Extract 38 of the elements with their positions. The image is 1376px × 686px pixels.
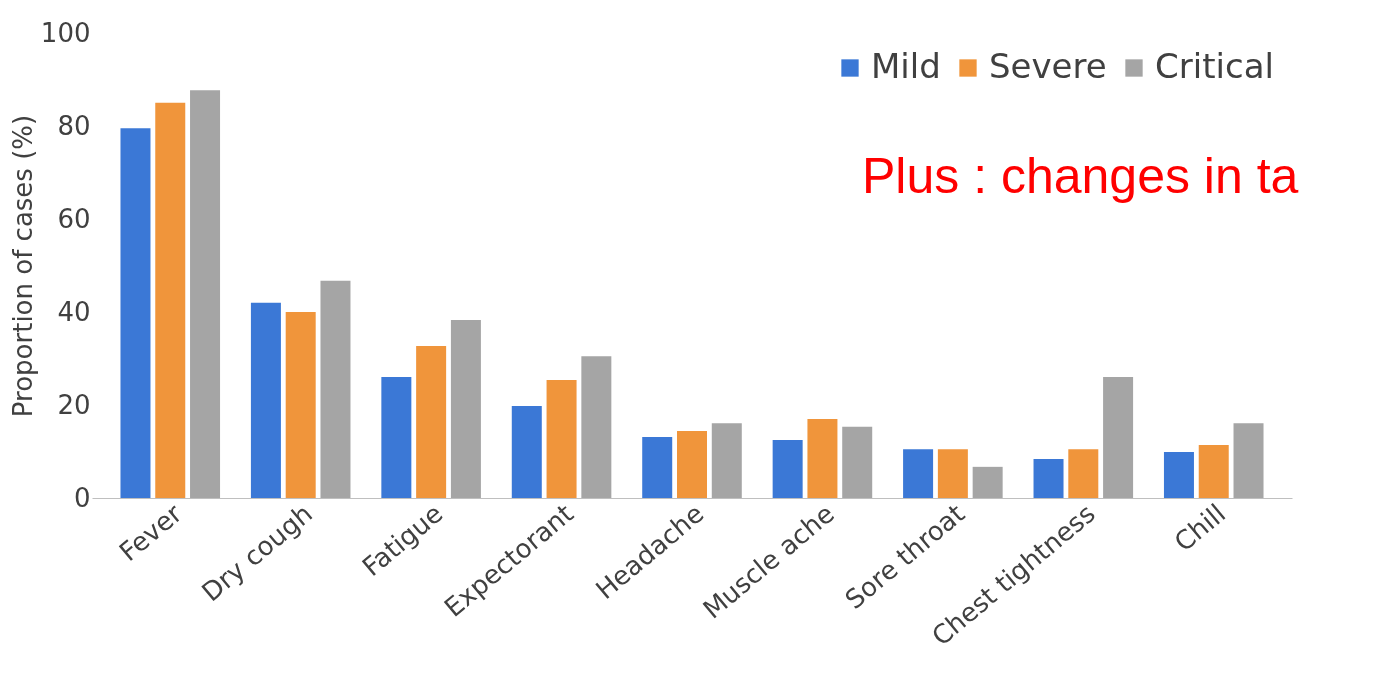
bar — [677, 431, 707, 498]
bar — [381, 377, 412, 498]
bar — [903, 449, 934, 498]
bar — [1198, 444, 1229, 498]
legend-label: Critical — [1155, 46, 1274, 86]
bar — [250, 302, 281, 498]
bar — [155, 102, 186, 498]
bar — [807, 418, 838, 498]
y-tick-label: 80 — [57, 110, 91, 141]
bar — [511, 405, 542, 498]
bar — [581, 356, 612, 498]
bar — [1068, 449, 1099, 498]
bar — [972, 466, 1003, 498]
y-tick-label: 60 — [57, 203, 91, 234]
legend-label: Severe — [989, 46, 1107, 86]
bar — [450, 319, 481, 498]
y-axis-title: Proportion of cases (%) — [7, 114, 38, 418]
bar — [772, 439, 803, 498]
annotation: Plus : changes in ta — [862, 148, 1299, 204]
bar — [320, 280, 351, 498]
bar — [642, 437, 673, 498]
bar — [937, 449, 968, 498]
bar — [1163, 451, 1194, 498]
bar — [1233, 423, 1264, 498]
bar — [1033, 458, 1064, 498]
bar — [416, 345, 447, 498]
bar — [842, 426, 873, 498]
bar — [546, 379, 577, 498]
y-tick-label: 0 — [73, 482, 91, 513]
legend-label: Mild — [871, 46, 941, 86]
y-tick-label: 20 — [57, 389, 91, 420]
bar — [190, 90, 221, 498]
y-tick-label: 40 — [57, 296, 91, 327]
bar — [711, 423, 742, 498]
y-tick-label: 100 — [40, 17, 91, 48]
bar — [1103, 377, 1134, 498]
bar — [120, 128, 151, 498]
bar — [285, 312, 316, 498]
